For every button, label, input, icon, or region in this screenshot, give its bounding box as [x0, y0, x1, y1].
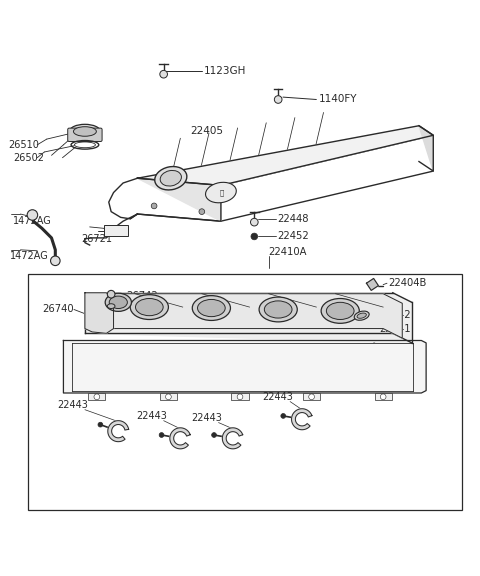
Circle shape — [309, 394, 314, 400]
FancyBboxPatch shape — [68, 128, 102, 142]
Polygon shape — [85, 293, 412, 343]
Circle shape — [151, 203, 157, 209]
Bar — [374, 393, 392, 400]
Polygon shape — [108, 420, 129, 442]
Circle shape — [237, 394, 243, 400]
Ellipse shape — [135, 298, 163, 316]
Bar — [88, 393, 106, 400]
Text: 26740: 26740 — [42, 305, 73, 314]
Ellipse shape — [357, 313, 366, 319]
Circle shape — [159, 433, 164, 437]
Bar — [104, 225, 128, 237]
Circle shape — [27, 210, 37, 220]
Bar — [160, 393, 177, 400]
Polygon shape — [291, 409, 312, 430]
Text: 26502: 26502 — [13, 153, 44, 162]
Bar — [28, 274, 462, 510]
Ellipse shape — [70, 124, 100, 139]
Polygon shape — [104, 294, 402, 338]
Text: 22443: 22443 — [58, 400, 88, 410]
Text: 22443: 22443 — [263, 392, 294, 402]
Ellipse shape — [192, 295, 230, 320]
Circle shape — [108, 290, 115, 298]
Circle shape — [380, 394, 386, 400]
Text: 1472AG: 1472AG — [10, 251, 49, 261]
Ellipse shape — [130, 295, 168, 320]
Text: 22448: 22448 — [277, 214, 309, 224]
Text: 1123GH: 1123GH — [204, 66, 247, 76]
Text: 22404B: 22404B — [388, 278, 426, 288]
Text: Ⓗ: Ⓗ — [220, 190, 224, 196]
Text: 22441: 22441 — [379, 324, 411, 334]
Text: 22410A: 22410A — [269, 247, 307, 257]
Text: 22442: 22442 — [379, 310, 411, 320]
Polygon shape — [222, 428, 243, 449]
Circle shape — [50, 256, 60, 266]
Text: 22405: 22405 — [190, 127, 223, 137]
Ellipse shape — [321, 298, 360, 323]
Ellipse shape — [326, 302, 354, 320]
Circle shape — [160, 70, 168, 78]
Text: 22452: 22452 — [277, 232, 309, 241]
Circle shape — [212, 433, 216, 437]
Polygon shape — [366, 278, 378, 290]
Ellipse shape — [205, 183, 236, 203]
Text: 22443: 22443 — [136, 411, 167, 421]
Ellipse shape — [198, 300, 225, 317]
Polygon shape — [85, 293, 114, 334]
Polygon shape — [137, 178, 221, 221]
Polygon shape — [419, 126, 433, 171]
Circle shape — [251, 233, 258, 240]
Ellipse shape — [155, 166, 187, 190]
Polygon shape — [170, 428, 190, 449]
Circle shape — [199, 209, 204, 214]
Ellipse shape — [108, 304, 115, 309]
Text: 1472AG: 1472AG — [13, 216, 52, 226]
Text: 1140FY: 1140FY — [319, 94, 357, 104]
Ellipse shape — [105, 293, 132, 312]
Ellipse shape — [160, 170, 181, 186]
Polygon shape — [63, 340, 426, 393]
Polygon shape — [137, 126, 433, 185]
Text: 26510: 26510 — [9, 140, 39, 150]
Circle shape — [166, 394, 171, 400]
Text: 26742: 26742 — [126, 291, 158, 301]
Bar — [303, 393, 320, 400]
Circle shape — [251, 218, 258, 226]
Ellipse shape — [259, 297, 297, 322]
Circle shape — [98, 422, 103, 427]
Bar — [231, 393, 249, 400]
Text: 22443: 22443 — [191, 413, 222, 423]
Text: 26721: 26721 — [82, 234, 113, 244]
Circle shape — [94, 394, 100, 400]
Ellipse shape — [109, 296, 127, 309]
Ellipse shape — [264, 301, 292, 318]
Circle shape — [281, 414, 286, 418]
Circle shape — [275, 96, 282, 103]
Ellipse shape — [354, 311, 369, 320]
Ellipse shape — [73, 127, 96, 137]
